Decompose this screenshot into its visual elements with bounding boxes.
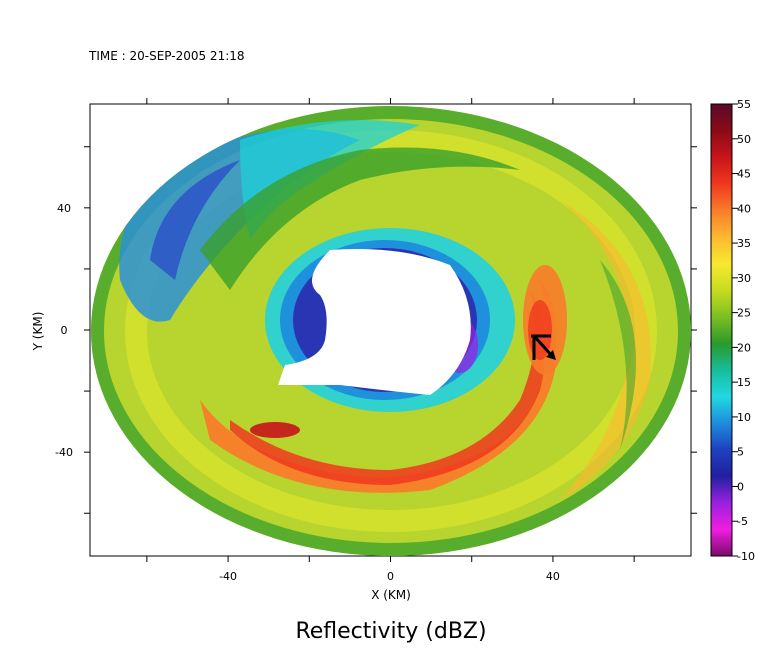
chart-title: Reflectivity (dBZ): [295, 619, 486, 644]
colorbar-tick-label: 15: [737, 376, 751, 389]
time-label: TIME : 20-SEP-2005 21:18: [88, 49, 245, 63]
y-axis-label: Y (KM): [31, 312, 45, 352]
x-tick-label: -40: [219, 570, 237, 583]
radar-image: [91, 106, 691, 556]
colorbar-tick-label: 10: [737, 411, 751, 424]
axis-ticks: -40 0 40 -40 0 40: [55, 98, 697, 583]
colorbar-tick-label: 45: [737, 168, 751, 181]
x-axis-label: X (KM): [371, 588, 411, 602]
colorbar: [710, 103, 733, 557]
colorbar-tick-label: 40: [737, 202, 751, 215]
colorbar-tick-label: 0: [737, 480, 744, 493]
colorbar-tick-label: 50: [737, 133, 751, 146]
colorbar-tick-label: 35: [737, 237, 751, 250]
x-tick-label: 0: [387, 570, 394, 583]
y-tick-label: 0: [61, 324, 68, 337]
y-tick-label: -40: [55, 446, 73, 459]
colorbar-tick-label: -5: [737, 515, 748, 528]
aircraft-marker-icon: [531, 334, 556, 360]
colorbar-tick-label: 5: [737, 446, 744, 459]
colorbar-tick-label: 55: [737, 98, 751, 111]
y-tick-label: 40: [57, 202, 71, 215]
colorbar-tick-label: 25: [737, 307, 751, 320]
colorbar-tick-label: 30: [737, 272, 751, 285]
x-tick-label: 40: [546, 570, 560, 583]
colorbar-tick-label: 20: [737, 341, 751, 354]
colorbar-tick-label: -10: [737, 550, 755, 563]
